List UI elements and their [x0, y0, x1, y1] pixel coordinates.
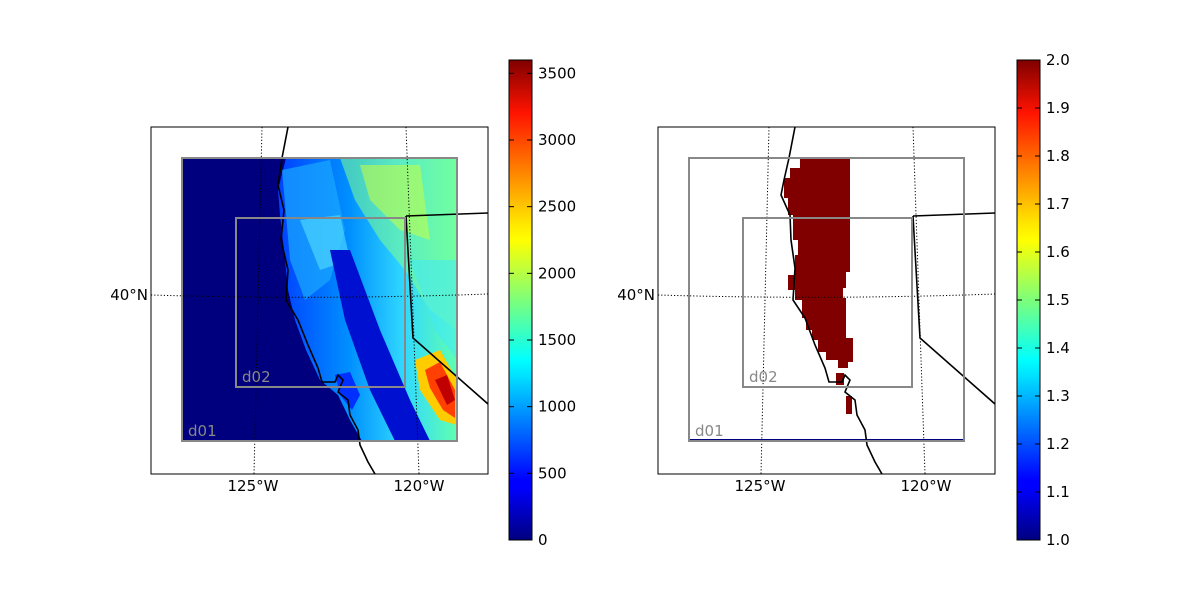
left-colorbar-tick-label: 500: [538, 464, 567, 482]
terrain-field: [182, 158, 457, 441]
domain-box-d02: [235, 217, 406, 388]
lon-label-125w: 125°W: [228, 477, 279, 495]
left-colorbar-tick-label: 2500: [538, 198, 576, 216]
coastline-right: [780, 127, 995, 474]
right-colorbar-tick-label: 1.3: [1046, 387, 1070, 405]
left-colorbar-tick-label: 3000: [538, 131, 576, 149]
right-colorbar-tick-label: 1.1: [1046, 483, 1070, 501]
domain-label-d01-right: d01: [695, 422, 724, 440]
left-colorbar-tick-label: 1500: [538, 331, 576, 349]
right-colorbar: 1.0 1.1 1.2 1.3 1.4 1.5 1.6 1.7 1.8 1.9 2.0: [1016, 51, 1070, 549]
right-map-panel: d01 d02 40°N 125°W 120°W: [617, 126, 996, 495]
domain-box-d01: [181, 157, 458, 442]
right-colorbar-ticks: 1.0 1.1 1.2 1.3 1.4 1.5 1.6 1.7 1.8 1.9 2.0: [1017, 51, 1070, 549]
left-colorbar: 0 500 1000 1500 2000 2500 3000 3500: [508, 59, 576, 549]
graticule-right: [658, 127, 995, 474]
lat-label: 40°N: [110, 286, 148, 304]
left-colorbar-tick-label: 2000: [538, 264, 576, 282]
lon-label-125w-right: 125°W: [735, 477, 786, 495]
coastline: [277, 127, 488, 474]
right-colorbar-tick-label: 1.7: [1046, 195, 1070, 213]
right-colorbar-tick-label: 1.2: [1046, 435, 1070, 453]
right-colorbar-tick-label: 1.6: [1046, 243, 1070, 261]
lat-label-right: 40°N: [617, 286, 655, 304]
lon-label-120w-right: 120°W: [901, 477, 952, 495]
domain-label-d02: d02: [242, 368, 271, 386]
map-frame: [150, 126, 489, 475]
domain-box-d01-right: [688, 157, 965, 442]
mask-field: [784, 158, 853, 368]
right-colorbar-tick-label: 2.0: [1046, 51, 1070, 69]
domain-label-d02-right: d02: [749, 368, 778, 386]
left-map-panel: d01 d02 40°N 125°W 120°W: [110, 126, 489, 495]
right-colorbar-tick-label: 1.4: [1046, 339, 1070, 357]
right-colorbar-tick-label: 1.8: [1046, 147, 1070, 165]
right-colorbar-tick-label: 1.5: [1046, 291, 1070, 309]
domain-box-d02-right: [742, 217, 913, 388]
left-colorbar-ticks: 0 500 1000 1500 2000 2500 3000 3500: [509, 64, 576, 549]
right-colorbar-tick-label: 1.9: [1046, 99, 1070, 117]
map-frame-right: [657, 126, 996, 475]
graticule: [151, 127, 488, 474]
right-colorbar-tick-label: 1.0: [1046, 531, 1070, 549]
domain-label-d01: d01: [188, 422, 217, 440]
left-colorbar-tick-label: 0: [538, 531, 548, 549]
lon-label-120w: 120°W: [394, 477, 445, 495]
left-colorbar-tick-label: 1000: [538, 398, 576, 416]
left-colorbar-tick-label: 3500: [538, 64, 576, 82]
